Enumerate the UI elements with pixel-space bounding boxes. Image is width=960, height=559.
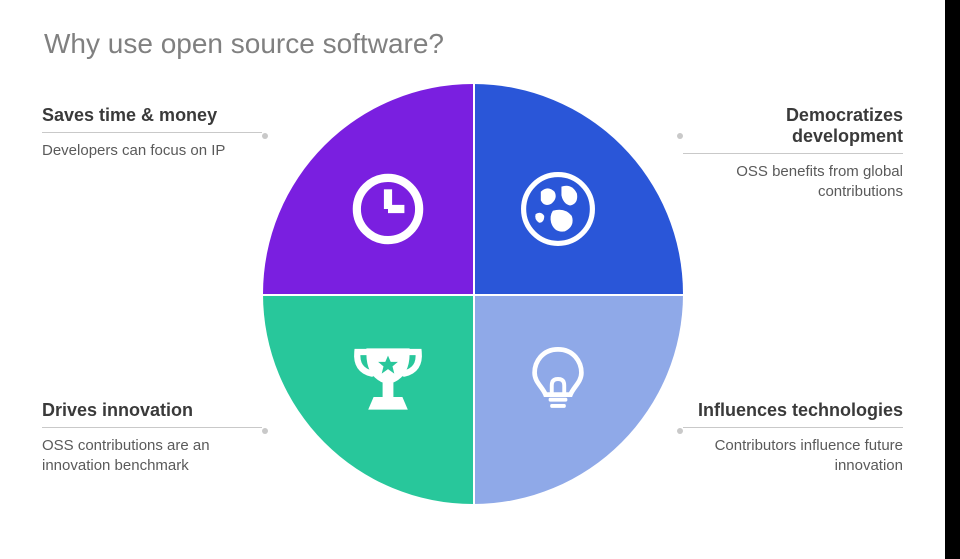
- label-bottom-right: Influences technologies Contributors inf…: [683, 400, 903, 477]
- clock-icon: [343, 164, 433, 254]
- label-desc: Contributors influence future innovation: [683, 428, 903, 477]
- label-desc: Developers can focus on IP: [42, 133, 262, 161]
- label-heading: Democratizes development: [683, 105, 903, 153]
- lightbulb-icon: [513, 334, 603, 424]
- connector-dot-icon: [262, 133, 268, 139]
- infographic-canvas: Why use open source software?: [0, 0, 945, 559]
- label-top-left: Saves time & money Developers can focus …: [42, 105, 262, 161]
- globe-icon: [513, 164, 603, 254]
- connector-dot-icon: [677, 133, 683, 139]
- quadrant-bottom-left: [263, 294, 473, 504]
- label-desc: OSS benefits from global contributions: [683, 154, 903, 203]
- trophy-icon: [343, 334, 433, 424]
- connector-dot-icon: [677, 428, 683, 434]
- connector-dot-icon: [262, 428, 268, 434]
- quadrant-bottom-right: [473, 294, 683, 504]
- page-title: Why use open source software?: [44, 28, 444, 60]
- label-heading: Saves time & money: [42, 105, 262, 132]
- label-top-right: Democratizes development OSS benefits fr…: [683, 105, 903, 203]
- quadrant-top-right: [473, 84, 683, 294]
- label-heading: Influences technologies: [683, 400, 903, 427]
- quadrant-top-left: [263, 84, 473, 294]
- label-desc: OSS contributions are an innovation benc…: [42, 428, 262, 477]
- label-heading: Drives innovation: [42, 400, 262, 427]
- quadrant-circle: [263, 84, 683, 504]
- label-bottom-left: Drives innovation OSS contributions are …: [42, 400, 262, 477]
- divider-vertical: [473, 84, 475, 504]
